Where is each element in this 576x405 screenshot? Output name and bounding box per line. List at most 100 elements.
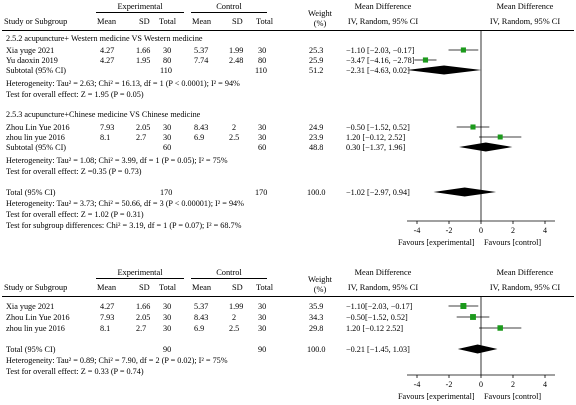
header-mean-difference: Mean Difference [354,268,412,277]
header-mean-ctrl: Mean [192,17,212,26]
header-sd-exp: SD [139,283,150,292]
exp-total: 30 [163,313,172,322]
mean-difference-ci: −1.10 [−2.03, −0.17] [346,46,415,55]
mean-difference-ci: −0.50[−1.52, 0.52] [346,313,408,322]
exp-sd: 2.05 [136,123,151,132]
header-total-exp: Total [159,283,177,292]
mean-difference-ci: −2.31 [−4.63, 0.02] [346,66,410,75]
header-study: Study or Subgroup [4,283,68,292]
ctrl-mean: 7.74 [194,56,209,65]
ctrl-sd: 2.5 [229,133,240,142]
study-name: Xia yuge 2021 [6,46,55,55]
weight: 100.0 [307,188,326,197]
header-experimental: Experimental [117,2,163,11]
subgroup-title-1: 2.5.2 acupuncture+ Western medicine VS W… [6,34,203,43]
header-method-plot: IV, Random, 95% CI [489,17,561,26]
exp-mean: 7.93 [100,313,115,322]
header-method-plot: IV, Random, 95% CI [489,283,561,292]
exp-total: 90 [163,345,172,354]
header-underline-ctrl [191,12,267,13]
exp-mean: 7.93 [100,123,115,132]
ctrl-total: 30 [258,123,267,132]
study-name: Zhou Lin Yue 2016 [6,123,70,132]
weight: 25.9 [309,56,324,65]
exp-sd: 1.66 [136,46,151,55]
exp-total: 80 [163,56,172,65]
header-weight: Weight [308,275,332,284]
weight: 23.9 [309,133,324,142]
exp-total: 30 [163,133,172,142]
weight: 24.9 [309,123,324,132]
header-mean-exp: Mean [97,17,117,26]
exp-mean: 8.1 [100,324,111,333]
ctrl-total: 30 [258,324,267,333]
weight: 51.2 [309,66,324,75]
exp-total: 60 [163,143,172,152]
mean-difference-ci: 1.20 [−0.12, 2.52] [346,133,406,142]
mean-difference-ci: −1.10[−2.03, −0.17] [346,302,413,311]
header-study: Study or Subgroup [4,17,68,26]
ctrl-total: 30 [258,302,267,311]
ctrl-sd: 2 [232,123,237,132]
header-sd-ctrl: SD [232,17,243,26]
favours-experimental-2: Favours [experimental] [398,392,475,401]
exp-sd: 1.95 [136,56,151,65]
subtotal-label: Subtotal (95% CI) [6,143,67,152]
mean-difference-ci: 0.30 [−1.37, 1.96] [346,143,406,152]
study-marker [460,303,467,309]
study-name: zhou lin yue 2016 [6,133,65,142]
weight: 29.8 [309,324,324,333]
mean-difference-ci: 1.20 [−0.12 2.52] [346,324,404,333]
ctrl-sd: 1.99 [229,302,244,311]
exp-sd: 1.66 [136,302,151,311]
exp-sd: 2.05 [136,313,151,322]
header-mean-difference-plot: Mean Difference [496,268,554,277]
subgroup-differences: Test for subgroup differences: Chi² = 3.… [6,221,242,230]
ctrl-total: 80 [258,56,267,65]
exp-mean: 4.27 [100,56,115,65]
ctrl-sd: 2 [232,313,237,322]
study-name: Yu daoxin 2019 [6,56,58,65]
header-mean-difference: Mean Difference [354,2,412,11]
weight: 100.0 [307,345,326,354]
study-name: zhou lin yue 2016 [6,324,65,333]
header-weight-unit: (%) [313,285,327,294]
study-marker [460,47,466,53]
heterogeneity-1: Heterogeneity: Tau² = 2.63; Chi² = 16.13… [6,79,240,88]
forest-plot-1-graphic: -4 -2 0 2 4 [406,30,555,235]
study-marker [422,57,429,63]
exp-total: 30 [163,123,172,132]
x-tick-label: 4 [543,380,547,389]
pooled-diamond [406,65,482,75]
exp-sd: 2.7 [136,324,147,333]
header-total-exp: Total [159,17,177,26]
x-tick-label: 2 [511,226,515,235]
ctrl-mean: 6.9 [194,324,205,333]
overall-effect-2: Test for overall effect: Z =0.35 (P = 0.… [6,167,142,176]
mean-difference-ci: −0.21 [−1.45, 1.03] [346,345,410,354]
x-tick-label: -2 [446,380,453,389]
study-name: Zhou Lin Yue 2016 [6,313,70,322]
overall-effect-1: Test for overall effect: Z = 1.95 (P = 0… [6,90,144,99]
header-method: IV, Random, 95% CI [347,17,419,26]
weight: 35.9 [309,302,324,311]
total-label: Total (95% CI) [6,345,56,354]
study-marker [497,134,503,140]
ctrl-total: 60 [258,143,267,152]
header-underline-exp [96,12,184,13]
header-total-ctrl: Total [256,17,274,26]
study-name: Xia yuge 2021 [6,302,55,311]
ctrl-mean: 5.37 [194,302,209,311]
heterogeneity-total: Heterogeneity: Tau² = 0.89; Chi² = 7.90,… [6,356,228,365]
weight: 25.3 [309,46,324,55]
exp-sd: 2.7 [136,133,147,142]
study-marker [470,124,476,130]
heterogeneity-2: Heterogeneity: Tau² = 1.08; Chi² = 3.99,… [6,156,228,165]
total-label: Total (95% CI) [6,188,56,197]
mean-difference-ci: −3.47 [−4.16, −2.78] [346,56,415,65]
overall-effect-total: Test for overall effect: Z = 1.02 (P = 0… [6,210,144,219]
exp-mean: 4.27 [100,46,115,55]
forest-plot-2-graphic: -4 -2 0 2 4 [407,296,555,389]
header-mean-exp: Mean [97,283,117,292]
header-sd-ctrl: SD [232,283,243,292]
